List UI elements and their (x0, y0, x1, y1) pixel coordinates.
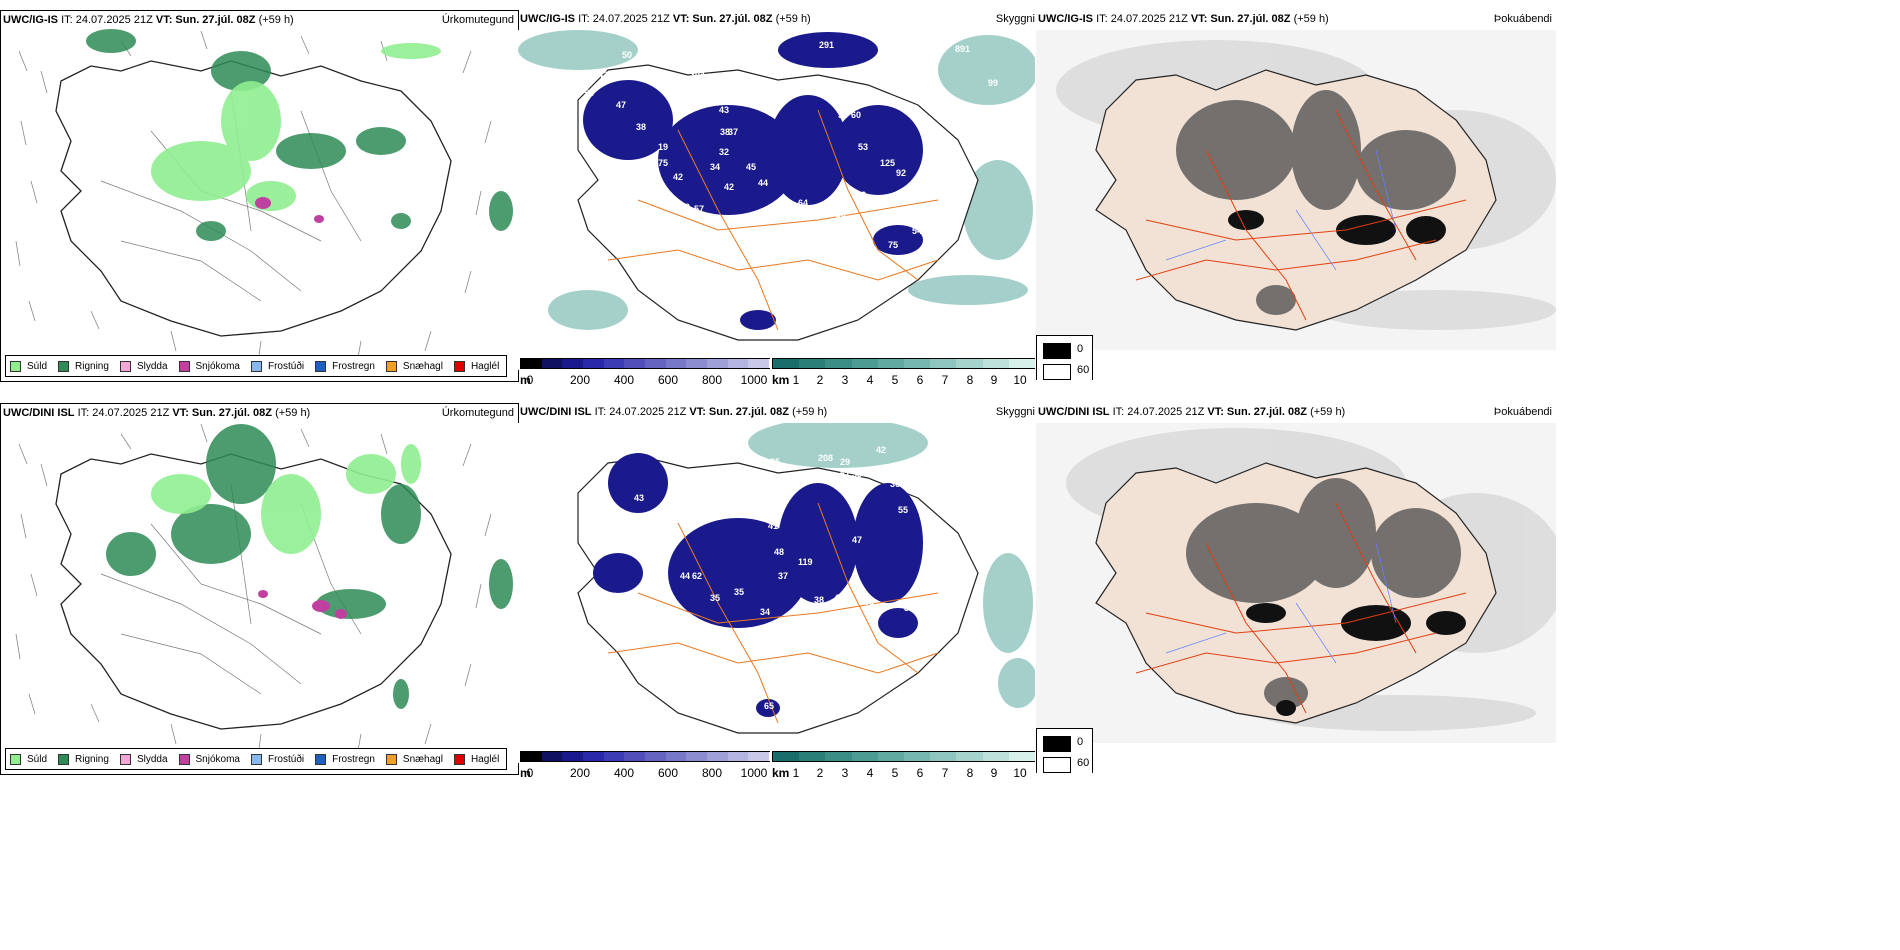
colorbar-segment (645, 359, 667, 368)
colorbar-segment (956, 752, 984, 761)
legend-item-haglel: Haglél (453, 360, 499, 372)
visibility-panel-top: UWC/IG-IS IT: 24.07.2025 21Z VT: Sun. 27… (518, 10, 1035, 390)
colorbar-segment (645, 752, 667, 761)
iceland-visibility-map (518, 423, 1035, 763)
colorbar-segment (707, 359, 729, 368)
panel-title: Þokuábendi (1493, 13, 1552, 25)
colorbar-segment (665, 359, 688, 368)
panel-header: UWC/IG-IS IT: 24.07.2025 21Z VT: Sun. 27… (3, 14, 294, 26)
colorbar-segment (982, 752, 1010, 761)
colorbar-segment (877, 359, 905, 368)
panel-title: Skyggni (995, 406, 1035, 418)
colorbar-segment (521, 359, 543, 368)
visibility-colorbar-m: m 0 200 400 600 800 1000 (520, 358, 770, 388)
iceland-precip-map (15, 29, 513, 364)
visibility-panel-bottom: UWC/DINI ISL IT: 24.07.2025 21Z VT: Sun.… (518, 403, 1035, 783)
fog-indicator-panel-bottom: UWC/DINI ISL IT: 24.07.2025 21Z VT: Sun.… (1036, 403, 1556, 773)
colorbar-segment (982, 359, 1010, 368)
visibility-value-labels: 50 52 39 43 51 55 47 38 43 58 39 37 32 1… (574, 30, 999, 280)
legend-item-frostudi: Frostúði (250, 360, 304, 372)
colorbar-segment (851, 359, 879, 368)
legend-item-frostregn: Frostregn (315, 360, 375, 372)
colorbar-segment (930, 359, 958, 368)
legend-item-slydda: Slydda (119, 360, 168, 372)
legend-item-slydda: Slydda (119, 753, 168, 765)
panel-header: UWC/DINI ISL IT: 24.07.2025 21Z VT: Sun.… (520, 406, 828, 418)
colorbar-segment (562, 359, 584, 368)
legend-item-frostudi: Frostúði (250, 753, 304, 765)
legend-item-snaehagl: Snæhagl (385, 753, 443, 765)
colorbar-segment (851, 752, 879, 761)
colorbar-segment (1008, 359, 1035, 368)
colorbar-segment (773, 752, 801, 761)
colorbar-segment (825, 752, 853, 761)
colorbar-segment (541, 752, 564, 761)
legend-item-snjokoma: Snjókoma (178, 753, 240, 765)
precip-type-panel-top: UWC/IG-IS IT: 24.07.2025 21Z VT: Sun. 27… (0, 10, 519, 382)
colorbar-segment (562, 752, 584, 761)
legend-item-snaehagl: Snæhagl (385, 360, 443, 372)
colorbar-segment (707, 752, 729, 761)
panel-header: UWC/DINI ISL IT: 24.07.2025 21Z VT: Sun.… (3, 407, 311, 419)
colorbar-segment (748, 752, 770, 761)
legend-item-haglel: Haglél (453, 753, 499, 765)
precip-type-panel-bottom: UWC/DINI ISL IT: 24.07.2025 21Z VT: Sun.… (0, 403, 519, 775)
iceland-precip-map (15, 423, 513, 757)
colorbar-segment (877, 752, 905, 761)
visibility-value-labels: 36 48 43 60 45 35 29 51 58 42 53 36 55 3… (634, 443, 929, 717)
fog-legend: 0 60 (1036, 335, 1093, 380)
visibility-colorbar-m: m 0 200 400 600 800 1000 (520, 751, 770, 781)
colorbar-segment (583, 752, 605, 761)
colorbar-segment (686, 359, 708, 368)
colorbar-segment (773, 359, 801, 368)
panel-header: UWC/IG-IS IT: 24.07.2025 21Z VT: Sun. 27… (520, 13, 811, 25)
colorbar-segment (727, 359, 750, 368)
visibility-colorbar-km: km 1 2 3 4 5 6 7 8 9 10 (772, 751, 1035, 781)
legend-item-rigning: Rigning (58, 753, 109, 765)
colorbar-segment (686, 752, 708, 761)
colorbar-segment (799, 752, 827, 761)
iceland-visibility-map (518, 30, 1035, 370)
colorbar-segment (799, 359, 827, 368)
visibility-colorbar-km: km 1 2 3 4 5 6 7 8 9 10 (772, 358, 1035, 388)
fog-indicator-panel-top: UWC/IG-IS IT: 24.07.2025 21Z VT: Sun. 27… (1036, 10, 1556, 380)
legend-item-rigning: Rigning (58, 360, 109, 372)
legend-item-frostregn: Frostregn (315, 753, 375, 765)
colorbar-segment (930, 752, 958, 761)
colorbar-segment (583, 359, 605, 368)
panel-title: Skyggni (995, 13, 1035, 25)
panel-title: Úrkomutegund (441, 407, 514, 419)
precip-type-legend: Súld Rigning Slydda Snjókoma Frostúði Fr… (5, 355, 508, 377)
colorbar-segment (624, 752, 646, 761)
legend-item-sudl: Súld (10, 753, 47, 765)
precip-type-legend: Súld Rigning Slydda Snjókoma Frostúði Fr… (5, 748, 508, 770)
panel-header: UWC/DINI ISL IT: 24.07.2025 21Z VT: Sun.… (1038, 406, 1346, 418)
panel-title: Úrkomutegund (441, 14, 514, 26)
colorbar-segment (603, 752, 626, 761)
colorbar-segment (748, 359, 770, 368)
colorbar-segment (825, 359, 853, 368)
colorbar-segment (956, 359, 984, 368)
colorbar-segment (541, 359, 564, 368)
colorbar-segment (904, 752, 932, 761)
iceland-fog-map (1036, 30, 1556, 350)
legend-item-snjokoma: Snjókoma (178, 360, 240, 372)
panel-title: Þokuábendi (1493, 406, 1552, 418)
colorbar-segment (521, 752, 543, 761)
iceland-fog-map (1036, 423, 1556, 743)
legend-item-sudl: Súld (10, 360, 47, 372)
colorbar-segment (727, 752, 750, 761)
colorbar-segment (665, 752, 688, 761)
colorbar-segment (603, 359, 626, 368)
fog-legend: 0 60 (1036, 728, 1093, 773)
panel-header: UWC/IG-IS IT: 24.07.2025 21Z VT: Sun. 27… (1038, 13, 1329, 25)
colorbar-segment (904, 359, 932, 368)
colorbar-segment (624, 359, 646, 368)
colorbar-segment (1008, 752, 1035, 761)
